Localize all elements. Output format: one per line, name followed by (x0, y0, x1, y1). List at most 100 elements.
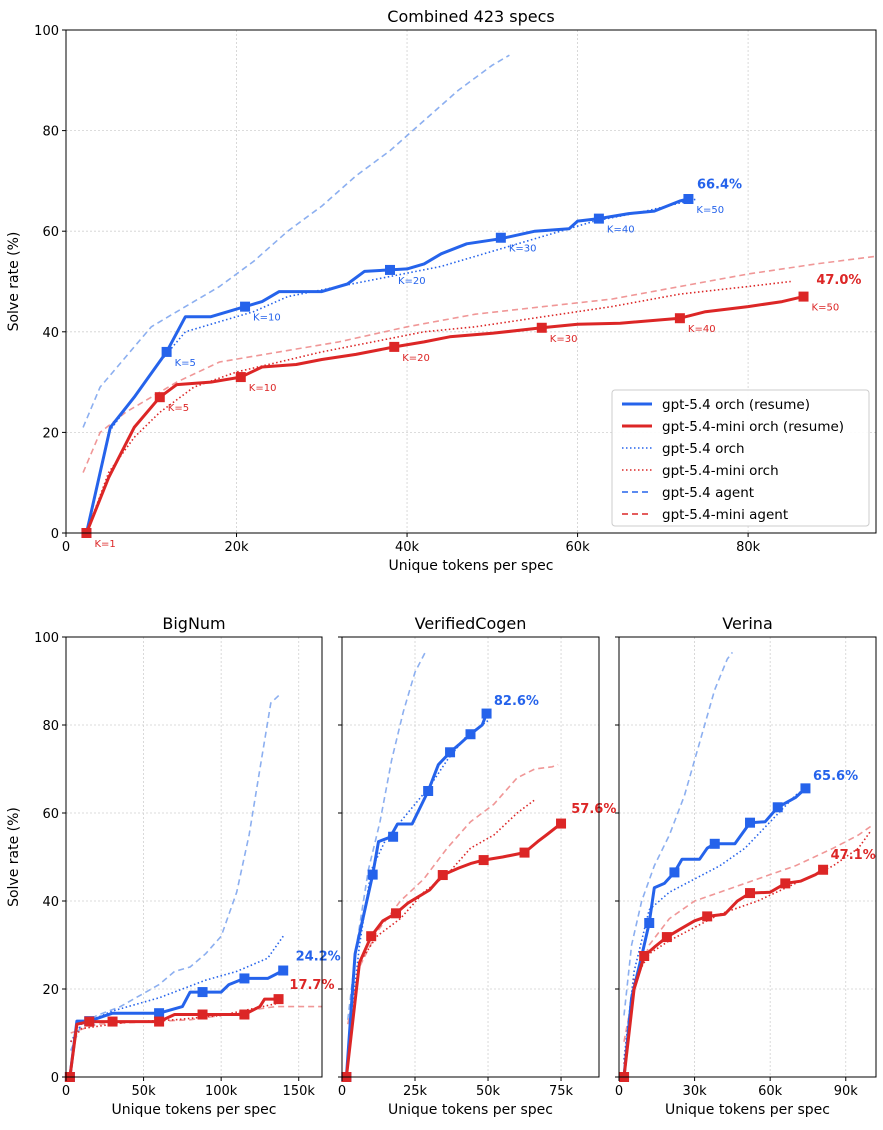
series-line-gpt-5-4-agent (82, 54, 510, 428)
k-marker (495, 232, 506, 243)
k-marker (239, 1009, 250, 1020)
chart-panel-3: 65.6% 47.1% 0 30k 60k 90k Verina Unique tokens … (615, 614, 877, 1118)
k-marker (437, 870, 448, 881)
y-tick-label: 80 (42, 125, 59, 140)
x-tick-label: 50k (476, 1084, 501, 1099)
k-label: K=30 (509, 244, 537, 255)
k-marker (388, 831, 399, 842)
k-label: K=10 (253, 313, 281, 324)
legend-entry-label: gpt-5.4 orch (resume) (662, 397, 810, 413)
k-marker (154, 392, 165, 403)
plot-frame (65, 636, 323, 1078)
k-marker (800, 783, 811, 794)
plot-frame (341, 636, 600, 1078)
plot-frame (65, 29, 877, 534)
k-marker (702, 911, 713, 922)
chart-panel-2: 82.6% 57.6% 0 25k 50k 75k VerifiedCogen Unique … (338, 614, 617, 1118)
k-label: K=5 (168, 403, 189, 414)
x-tick-label: 25k (403, 1084, 428, 1099)
k-marker (154, 1016, 165, 1027)
k-marker (385, 264, 395, 275)
k-label: K=20 (398, 276, 426, 287)
legend-entry-label: gpt-5.4-mini orch (resume) (662, 419, 844, 435)
k-marker (709, 838, 720, 849)
k-label: K=50 (696, 205, 724, 216)
chart-title: Verina (722, 614, 773, 633)
y-tick-label: 60 (42, 807, 59, 822)
y-axis-label: Solve rate (%) (6, 232, 22, 332)
x-tick-label: 0 (338, 1084, 346, 1099)
x-tick-label: 100k (205, 1084, 238, 1099)
k-marker (240, 301, 251, 312)
series-line-gpt-5-4-orch (70, 935, 284, 1043)
k-label: K=1 (94, 539, 115, 550)
legend-entry-label: gpt-5.4 agent (662, 485, 754, 501)
k-marker (478, 855, 489, 866)
final-rate-label: 65.6% (813, 769, 858, 784)
k-marker (161, 346, 172, 357)
series-line-gpt-5-4-agent (69, 693, 281, 1051)
k-marker (639, 951, 650, 961)
series-line-gpt-5-4-mini-orch (623, 830, 872, 1064)
series-line-gpt-5-4-orch-resume- (344, 713, 488, 1077)
k-marker (644, 918, 655, 928)
k-marker (391, 908, 402, 919)
legend-entry-label: gpt-5.4 orch (662, 441, 745, 457)
series-line-gpt-5-4-mini-agent (70, 1005, 322, 1034)
series-line-gpt-5-4-mini-orch (70, 1001, 284, 1043)
y-tick-label: 40 (42, 895, 59, 910)
k-marker (366, 931, 377, 942)
y-tick-label: 0 (51, 527, 59, 542)
final-rate-label: 47.1% (831, 848, 876, 863)
series-line-gpt-5-4-mini-orch (347, 799, 536, 1051)
final-rate-label: 82.6% (494, 694, 539, 709)
k-marker (197, 987, 208, 998)
series-line-gpt-5-4-agent (347, 652, 426, 1020)
k-marker (780, 878, 791, 889)
chart-title: Combined 423 specs (387, 7, 554, 26)
k-marker (683, 194, 694, 205)
k-marker (519, 847, 530, 858)
final-rate-label: 66.4% (697, 177, 742, 192)
series-line-gpt-5-4-mini-orch-resume- (622, 868, 824, 1077)
chart-title: BigNum (162, 614, 225, 633)
x-tick-label: 75k (549, 1084, 574, 1099)
k-marker (197, 1009, 208, 1020)
k-marker (481, 708, 492, 719)
x-tick-label: 0 (62, 540, 70, 555)
final-rate-label: 57.6% (571, 802, 616, 817)
k-marker (273, 994, 284, 1005)
k-marker (669, 867, 680, 878)
y-tick-label: 20 (42, 426, 59, 441)
y-tick-label: 100 (34, 24, 59, 39)
k-label: K=5 (175, 358, 196, 369)
k-marker (389, 341, 400, 352)
x-tick-label: 90k (834, 1084, 859, 1099)
final-rate-label: 47.0% (816, 273, 861, 288)
k-marker (536, 322, 547, 333)
k-marker (239, 973, 250, 984)
k-label: K=30 (550, 334, 578, 345)
chart-title: VerifiedCogen (415, 614, 527, 633)
legend: gpt-5.4 orch (resume) gpt-5.4-mini orch (… (611, 389, 870, 527)
k-marker (661, 932, 672, 943)
final-rate-label: 17.7% (289, 978, 334, 993)
k-label: K=40 (607, 225, 635, 236)
k-marker (745, 817, 756, 828)
x-tick-label: 0 (615, 1084, 623, 1099)
x-tick-label: 30k (683, 1084, 708, 1099)
k-label: K=10 (249, 383, 277, 394)
k-marker (745, 888, 756, 899)
k-label: K=20 (402, 353, 430, 364)
y-tick-label: 40 (42, 326, 59, 341)
x-tick-label: 40k (395, 540, 420, 555)
series-line-gpt-5-4-agent (623, 651, 734, 1016)
y-tick-label: 80 (42, 719, 59, 734)
legend-entry-label: gpt-5.4-mini orch (662, 463, 779, 479)
x-tick-label: 50k (132, 1084, 157, 1099)
k-marker (423, 786, 434, 796)
k-marker (84, 1016, 95, 1027)
x-tick-label: 150k (283, 1084, 316, 1099)
series-line-gpt-5-4-mini-orch-resume- (344, 822, 562, 1077)
x-axis-label: Unique tokens per spec (665, 1102, 830, 1118)
